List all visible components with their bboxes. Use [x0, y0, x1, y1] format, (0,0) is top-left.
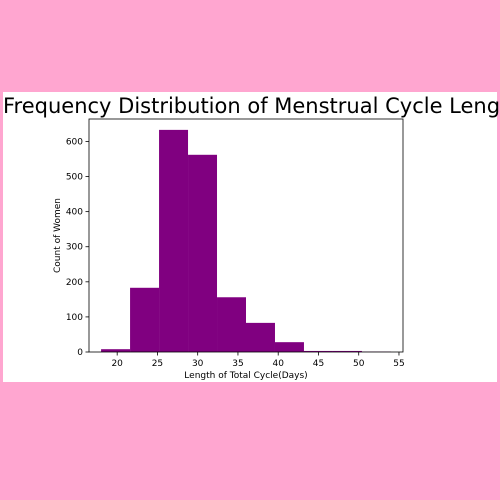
- x-tick-label: 35: [232, 359, 243, 369]
- histogram-bar-9: [332, 350, 362, 352]
- y-tick-label: 600: [66, 137, 83, 147]
- y-tick-label: 0: [77, 348, 83, 358]
- y-tick-label: 200: [66, 278, 83, 288]
- chart-figure: Frequency Distribution of Menstrual Cycl…: [3, 92, 500, 382]
- y-tick-label: 400: [66, 208, 83, 218]
- x-tick-label: 50: [353, 359, 365, 369]
- x-tick-label: 25: [152, 359, 163, 369]
- x-tick-label: 30: [192, 359, 204, 369]
- histogram-bar-5: [217, 297, 246, 352]
- histogram-bar-8: [303, 350, 333, 352]
- axes-frame: [88, 118, 404, 353]
- histogram-bar-1: [101, 349, 131, 352]
- histogram-bar-3: [159, 129, 189, 352]
- histogram-bar-2: [130, 287, 160, 352]
- histogram-bar-6: [246, 322, 275, 352]
- histogram-bar-7: [274, 342, 304, 352]
- chart-title: Frequency Distribution of Menstrual Cycl…: [3, 94, 500, 118]
- x-tick-label: 55: [393, 359, 404, 369]
- x-tick-label: 40: [272, 359, 284, 369]
- histogram-bar-4: [188, 154, 218, 352]
- x-axis-label: Length of Total Cycle(Days): [184, 371, 307, 381]
- y-tick-label: 500: [66, 173, 83, 183]
- x-tick-label: 45: [313, 359, 324, 369]
- x-tick-label: 20: [111, 359, 123, 369]
- y-tick-label: 100: [66, 313, 83, 323]
- y-axis-label: Count of Women: [53, 198, 63, 273]
- histogram-chart: 20 25 30 35 40 45 50 55 0 100 200 300 400 500 600 Leng…: [53, 118, 405, 381]
- y-tick-label: 300: [66, 243, 83, 253]
